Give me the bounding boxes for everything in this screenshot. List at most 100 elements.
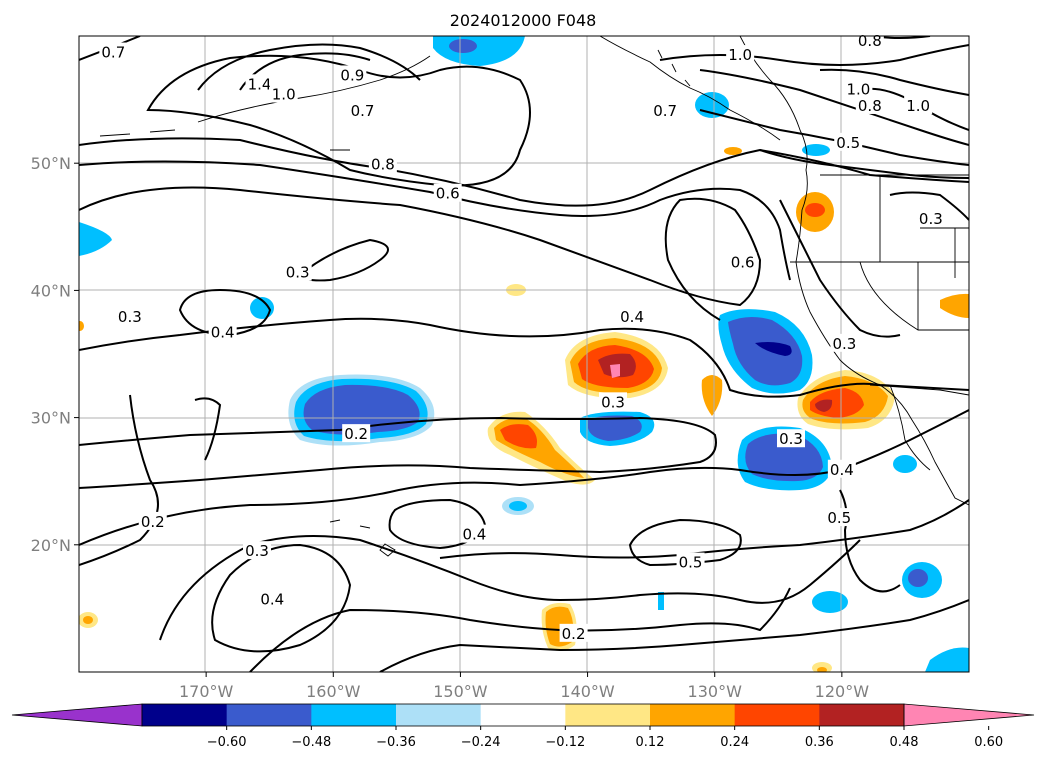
colorbar-segment [565, 704, 651, 726]
contour-label-background [338, 65, 367, 84]
contour-label: 0.2 [344, 425, 368, 443]
colorbar-tick-label: −0.12 [545, 735, 585, 750]
contour-label: 0.5 [827, 509, 851, 527]
contour-label: 0.9 [340, 66, 364, 84]
contour-label-background [342, 424, 371, 443]
colorbar-extend-high [903, 703, 1035, 727]
colorbar-segment [142, 704, 228, 726]
colorbar-segment [819, 704, 905, 726]
colorbar-segment [480, 704, 566, 726]
contour-label-background [844, 79, 873, 98]
contour-label-background [245, 74, 274, 93]
contour-label: 0.7 [653, 102, 677, 120]
lat-tick-label: 20°N [31, 536, 71, 555]
contour-label: 0.2 [562, 625, 586, 643]
contour-label: 0.8 [371, 155, 395, 173]
contour-label: 0.4 [211, 323, 235, 341]
contour-label: 1.0 [728, 46, 752, 64]
colorbar-tick-label: −0.24 [461, 735, 501, 750]
contour-label-background [348, 101, 377, 120]
contour-label: 0.7 [101, 44, 125, 62]
contour-label-background [827, 459, 856, 478]
colorbar-tick-label: 0.36 [805, 735, 834, 750]
contour-label: 0.7 [351, 102, 375, 120]
colorbar-segment [650, 704, 736, 726]
contour-label-background [269, 84, 298, 103]
contour-label: 1.0 [846, 80, 870, 98]
colorbar-segment [226, 704, 312, 726]
lon-tick-label: 160°W [306, 682, 361, 701]
contour-label-background [916, 209, 945, 228]
contour-label-background [855, 95, 884, 114]
contour-label-background [834, 132, 863, 151]
contour-label-background [651, 101, 680, 120]
lon-tick-label: 120°W [815, 682, 870, 701]
positive-anomaly-patch [940, 293, 969, 318]
contour-label-background [138, 511, 167, 530]
colorbar-segment [734, 704, 820, 726]
contour-label: 0.3 [286, 264, 310, 282]
positive-anomaly-patch [701, 375, 723, 416]
contour-label: 0.4 [620, 308, 644, 326]
contour-label: 0.8 [858, 32, 882, 50]
negative-anomaly-patch [812, 591, 848, 613]
contour-label: 0.3 [779, 430, 803, 448]
contour-label: 0.5 [679, 554, 703, 572]
contour-label-background [208, 322, 237, 341]
contour-label-background [777, 429, 805, 448]
colorbar: −0.60 −0.48 −0.36 −0.24 −0.12 0.12 0.24 0.36 0.4… [11, 703, 1035, 750]
colorbar-tick-label: −0.36 [376, 735, 416, 750]
contour-label: 0.8 [858, 97, 882, 115]
contour-label: 0.3 [919, 210, 943, 228]
contour-label-background [460, 524, 489, 543]
contour-label: 0.6 [731, 253, 755, 271]
contour-labels: 0.71.41.00.90.70.80.60.30.30.40.20.20.30… [99, 31, 945, 643]
contour-label-background [728, 252, 757, 271]
colorbar-tick-label: 0.48 [890, 735, 919, 750]
latitude-labels: 50°N 40°N 30°N 20°N [31, 154, 79, 555]
contour-label: 0.3 [245, 542, 269, 560]
lon-tick-label: 150°W [433, 682, 488, 701]
contour-label: 0.4 [830, 461, 854, 479]
contour-label-background [115, 307, 144, 326]
coastlines [99, 36, 969, 557]
map-area [79, 36, 969, 672]
map-frame [78, 35, 970, 673]
contour-label-background [599, 392, 627, 411]
negative-anomaly-patch [695, 92, 729, 118]
contour-label: 0.3 [832, 335, 856, 353]
figure-title: 2024012000 F048 [450, 11, 597, 30]
contour-label-background [559, 623, 588, 642]
contour-label-background [258, 589, 287, 608]
lat-tick-label: 30°N [31, 409, 71, 428]
negative-anomaly-patch [79, 222, 112, 256]
contour-label: 0.4 [462, 526, 486, 544]
longitude-labels: 170°W 160°W 150°W 140°W 130°W 120°W [179, 672, 869, 701]
contour-label-background [618, 307, 647, 326]
contour-label: 0.3 [601, 393, 625, 411]
colorbar-tick-label: 0.60 [974, 735, 1003, 750]
contour-label-background [904, 95, 933, 114]
colorbar-tick-label: −0.60 [207, 735, 247, 750]
colorbar-tick-label: 0.12 [636, 735, 665, 750]
contour-label-background [726, 45, 755, 64]
lon-tick-label: 170°W [179, 682, 234, 701]
contour-label: 0.3 [118, 308, 142, 326]
contour-label-background [433, 183, 462, 202]
contour-label-background [243, 541, 271, 560]
colorbar-extend-low [11, 703, 143, 727]
colorbar-segment [396, 704, 482, 726]
contour-label-background [283, 262, 312, 281]
contour-label: 0.5 [836, 134, 860, 152]
lat-tick-label: 50°N [31, 154, 71, 173]
colorbar-frame [141, 703, 905, 727]
contour-label: 0.2 [141, 513, 165, 531]
contour-label-background [676, 552, 705, 571]
contour-label-background [99, 42, 128, 61]
contour-label: 1.0 [272, 86, 296, 104]
lon-tick-label: 140°W [560, 682, 615, 701]
contour-label: 1.4 [248, 75, 272, 93]
contour-label: 0.4 [260, 590, 284, 608]
contour-label-background [830, 333, 859, 352]
